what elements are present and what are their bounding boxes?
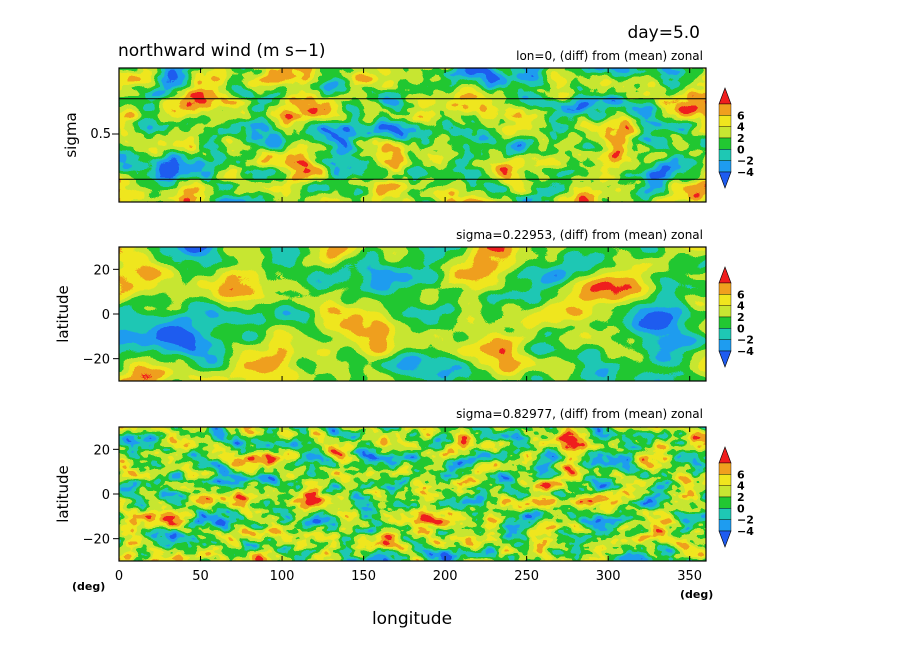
colorbar-swatch (718, 282, 732, 295)
colorbar-swatch (718, 339, 732, 352)
colorbar-swatch (718, 115, 732, 127)
colorbar-min-arrow (718, 530, 732, 548)
colorbar-tick-label: 6 (737, 109, 745, 122)
colorbar-min-arrow (718, 171, 732, 189)
contour-fill (119, 427, 706, 561)
xtick-label: 100 (270, 569, 295, 584)
colorbar-tick-label: 4 (737, 121, 745, 134)
colorbar-swatch (718, 462, 732, 475)
xlabel: longitude (372, 609, 452, 629)
colorbar-swatch (718, 294, 732, 306)
panel1-ytick: 0.5 (90, 127, 111, 142)
xtick-labels: 0 50 100 150 200 250 300 350 (115, 569, 702, 584)
xtick-label: 250 (514, 569, 539, 584)
panel1-xticks (118, 68, 691, 202)
colorbar-tick-label: 6 (737, 468, 745, 481)
panel2-field (119, 247, 706, 381)
contour-fill (119, 247, 706, 381)
colorbar-swatch (718, 316, 732, 329)
panel3-plot (118, 426, 707, 562)
xtick-label: 200 (433, 569, 458, 584)
colorbar-tick-label: 0 (737, 143, 745, 156)
colorbar-swatch (718, 519, 732, 532)
panel2-subtitle: sigma=0.22953, (diff) from (mean) zonal (456, 228, 703, 242)
day-label: day=5.0 (627, 23, 700, 43)
panel1-ylabel: sigma (62, 112, 80, 157)
panel1-subtitle: lon=0, (diff) from (mean) zonal (516, 49, 703, 63)
colorbar-swatch (718, 160, 732, 173)
xtick-label: 150 (351, 569, 376, 584)
colorbar-tick-label: −4 (737, 345, 754, 358)
ytick-label: −20 (83, 533, 110, 548)
colorbar-swatch (718, 137, 732, 150)
ytick-label: −20 (83, 353, 110, 368)
ytick-label: 20 (93, 263, 110, 278)
colorbar-tick-label: −2 (737, 155, 754, 168)
colorbar-swatch (718, 103, 732, 116)
colorbar-tick-label: 4 (737, 480, 745, 493)
xunit-right: (deg) (680, 588, 713, 601)
ytick-label: 0 (102, 308, 110, 323)
colorbar-tick-label: −2 (737, 334, 754, 347)
colorbar-swatch (718, 305, 732, 318)
xtick-label: 350 (677, 569, 702, 584)
colorbar-min-arrow (718, 350, 732, 368)
panel3-field (119, 427, 706, 561)
colorbar-swatch (718, 508, 732, 520)
colorbar-max-arrow (718, 87, 732, 105)
xtick-label: 50 (192, 569, 209, 584)
panel2-yticks: 20 0 −20 (83, 263, 119, 368)
colorbar-tick-label: −2 (737, 514, 754, 527)
panel3-xticks (118, 427, 691, 561)
ytick-label: 20 (93, 443, 110, 458)
colorbar-tick-label: 2 (737, 311, 745, 324)
colorbar-swatch (718, 496, 732, 509)
colorbar-swatch (718, 485, 732, 498)
panel2-xticks (118, 247, 691, 381)
panel1-plot (118, 67, 707, 203)
xtick-label: 0 (115, 569, 123, 584)
colorbar-tick-label: 2 (737, 491, 745, 504)
colorbar-swatch (718, 328, 732, 340)
colorbar-tick-label: −4 (737, 166, 754, 179)
colorbar-tick-label: 4 (737, 300, 745, 313)
colorbar-swatch (718, 126, 732, 139)
panel3-ylabel: latitude (54, 465, 72, 523)
panel3-yticks: 20 0 −20 (83, 443, 119, 548)
xtick-label: 300 (596, 569, 621, 584)
colorbar-max-arrow (718, 266, 732, 284)
panel3-subtitle: sigma=0.82977, (diff) from (mean) zonal (456, 407, 703, 421)
panel1-field (119, 68, 706, 202)
ytick-label: 0 (102, 488, 110, 503)
panel2-ylabel: latitude (54, 285, 72, 343)
colorbar-tick-label: −4 (737, 525, 754, 538)
colorbar-tick-label: 0 (737, 322, 745, 335)
colorbar-swatch (718, 474, 732, 486)
colorbar-tick-label: 2 (737, 132, 745, 145)
colorbar-tick-label: 0 (737, 502, 745, 515)
chart-title: northward wind (m s−1) (118, 41, 326, 61)
colorbar-max-arrow (718, 446, 732, 464)
xunit-left: (deg) (72, 580, 105, 593)
colorbar-tick-label: 6 (737, 288, 745, 301)
panel2-plot (118, 246, 707, 382)
colorbar-swatch (718, 149, 732, 161)
panel1-frame (118, 67, 707, 203)
contour-fill (119, 68, 706, 202)
